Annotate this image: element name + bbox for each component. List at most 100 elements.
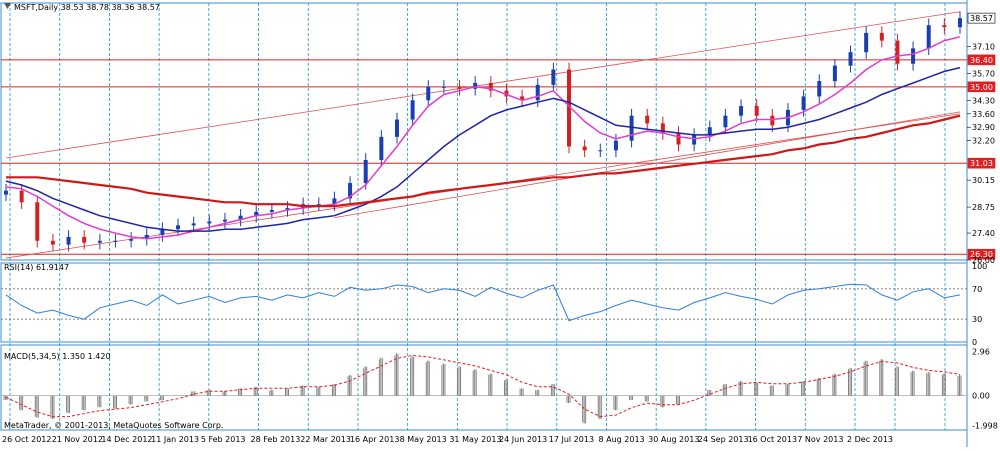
x-tick-label: 8 Aug 2013	[598, 435, 644, 444]
symbol-header: MSFT,Daily 38.53 38.78 38.36 38.57	[14, 3, 160, 12]
candle-body	[567, 69, 572, 147]
rsi-header: RSI(14) 61.9147	[4, 263, 69, 272]
candle-body	[832, 65, 837, 82]
price-tick-label: 32.20	[972, 137, 995, 146]
candle-body	[363, 159, 368, 184]
candle-body	[191, 223, 196, 226]
price-tag	[967, 157, 996, 169]
x-tick-label: 14 Dec 2012	[101, 435, 152, 444]
x-tick-label: 17 Jul 2013	[549, 435, 594, 444]
price-tag-label: 35.00	[970, 83, 993, 92]
price-tag-label: 38.57	[970, 14, 993, 23]
macd-tick-label: 0.00	[972, 392, 990, 401]
macd-tick-label: -1.998	[972, 421, 998, 430]
candle-body	[473, 82, 478, 89]
price-tick-label: 33.60	[972, 110, 995, 119]
candle-body	[160, 229, 165, 235]
candle-body	[316, 204, 321, 206]
candle-body	[176, 225, 181, 230]
rsi-tick-label: 100	[972, 262, 987, 271]
candle-body	[332, 198, 337, 205]
price-tag	[967, 81, 996, 93]
price-tag-label: 31.03	[970, 159, 993, 168]
candle-body	[551, 69, 556, 85]
candle-body	[660, 123, 665, 133]
x-tick-label: 5 Feb 2013	[201, 435, 246, 444]
candle-body	[645, 115, 650, 124]
copyright-text: MetaTrader, © 2001-2013, MetaQuotes Soft…	[4, 421, 223, 430]
macd-pane	[1, 353, 967, 424]
price-pane	[1, 11, 967, 259]
price-tag-label: 26.30	[970, 250, 993, 259]
ma-fast-line	[5, 36, 961, 240]
price-tag	[967, 12, 996, 24]
macd-header: MACD(5,34,5) 1.350 1.420	[4, 352, 111, 361]
rsi-tick-label: 70	[972, 285, 982, 294]
x-tick-label: 7 Nov 2013	[797, 435, 843, 444]
x-tick-label: 22 Mar 2013	[300, 435, 351, 444]
macd-signal-line	[5, 354, 961, 418]
candle-body	[457, 86, 462, 89]
candle-body	[739, 106, 744, 116]
x-tick-label: 2 Dec 2013	[847, 435, 893, 444]
rsi-tick-label: 0	[972, 338, 977, 347]
x-tick-label: 24 Sep 2013	[698, 435, 749, 444]
candle-body	[82, 236, 87, 243]
candle-body	[942, 25, 947, 28]
candle-body	[488, 82, 493, 91]
candle-body	[582, 146, 587, 151]
candle-body	[207, 221, 212, 224]
candle-body	[535, 84, 540, 101]
candle-body	[692, 134, 697, 145]
vertical-grid	[9, 3, 946, 430]
candle-body	[629, 115, 634, 141]
candle-body	[520, 96, 525, 101]
pane-border-2	[0, 344, 968, 431]
candle-body	[348, 183, 353, 199]
candle-body	[129, 238, 134, 241]
candle-body	[676, 133, 681, 145]
x-tick-label: 21 Nov 2012	[52, 435, 103, 444]
candle-body	[895, 40, 900, 64]
candle-body	[394, 119, 399, 137]
x-tick-label: 31 May 2013	[449, 435, 501, 444]
candle-body	[4, 190, 8, 195]
candle-body	[723, 115, 728, 128]
candle-body	[410, 100, 415, 120]
price-tick-label: 37.10	[972, 42, 995, 51]
price-tick-label: 32.90	[972, 123, 995, 132]
channel-line	[5, 11, 961, 159]
candle-body	[222, 219, 227, 222]
price-tick-label: 30.15	[972, 176, 995, 185]
price-tag-label: 36.40	[970, 56, 993, 65]
candle-body	[864, 32, 869, 53]
x-tick-label: 16 Apr 2013	[350, 435, 399, 444]
price-tick-label: 28.75	[972, 203, 995, 212]
candle-body	[113, 240, 118, 242]
candle-body	[958, 18, 962, 28]
pane-border-1	[0, 262, 968, 343]
price-tick-label: 26.00	[972, 256, 995, 265]
candle-body	[19, 190, 24, 203]
rsi-line	[5, 283, 961, 322]
candle-body	[285, 208, 290, 210]
candle-body	[238, 215, 243, 220]
x-tick-label: 8 May 2013	[400, 435, 447, 444]
pane-frames	[0, 0, 968, 447]
symbol-icon	[4, 3, 11, 9]
candle-body	[50, 240, 55, 245]
candle-body	[817, 81, 822, 97]
candle-body	[754, 106, 759, 116]
candle-body	[770, 115, 775, 126]
candle-body	[504, 90, 509, 97]
candle-body	[911, 48, 916, 64]
channel-line	[334, 111, 961, 219]
x-tick-label: 28 Feb 2013	[251, 435, 301, 444]
candle-body	[35, 202, 40, 241]
candle-body	[707, 127, 712, 135]
candle-body	[379, 136, 384, 160]
rsi-tick-label: 30	[972, 315, 982, 324]
x-tick-label: 30 Aug 2013	[648, 435, 699, 444]
